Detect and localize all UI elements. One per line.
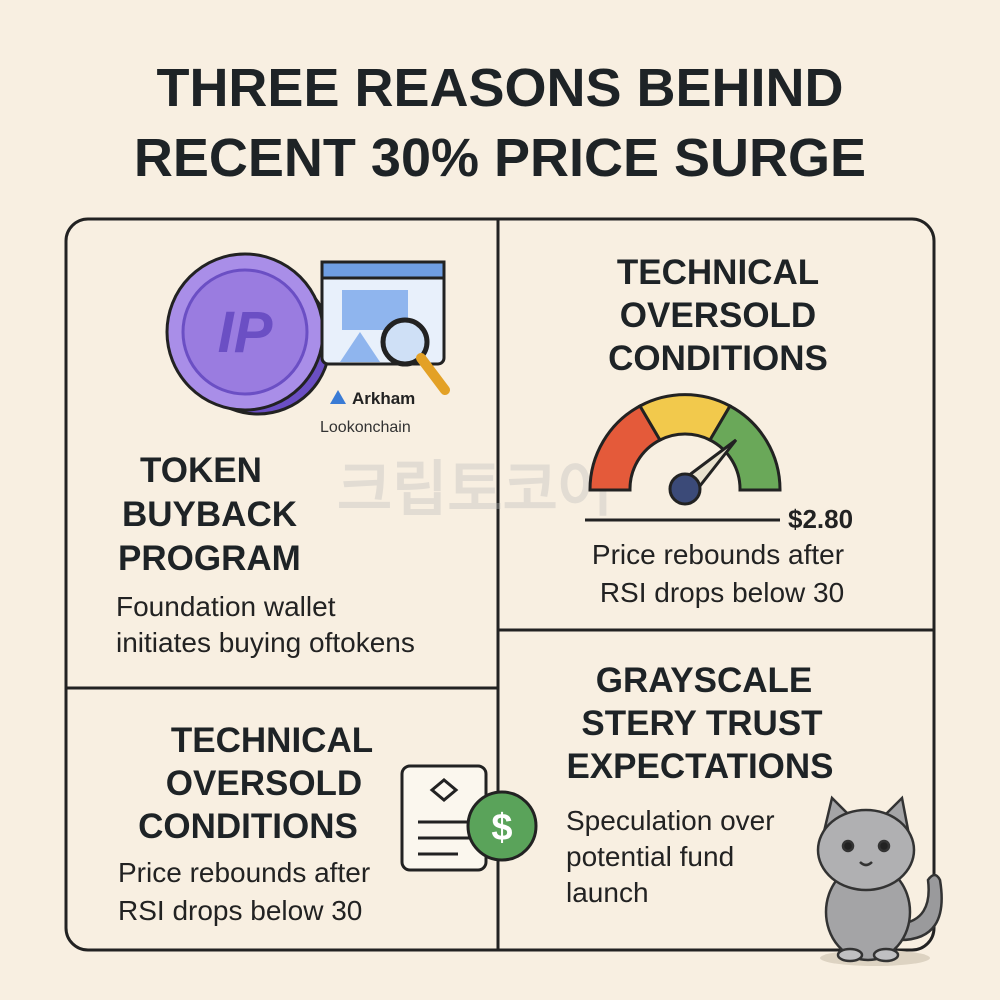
cat <box>816 795 943 966</box>
brand-label: Arkham <box>352 389 415 408</box>
brand-logo <box>330 390 346 404</box>
heading-line: TECHNICAL <box>617 253 819 292</box>
coin-label: IP <box>218 300 273 365</box>
body-line: Price rebounds after <box>592 539 844 570</box>
heading-line: STERY TRUST <box>581 704 822 743</box>
dollar-sign: $ <box>491 807 512 849</box>
body-line: Foundation wallet <box>116 591 336 622</box>
source-label: Lookonchain <box>320 419 411 436</box>
body-line: Price rebounds after <box>118 857 370 888</box>
heading-line: CONDITIONS <box>608 339 828 378</box>
gauge <box>588 393 782 506</box>
heading-line: BUYBACK <box>122 495 297 534</box>
frame <box>64 217 936 952</box>
title-line: RECENT 30% PRICE SURGE <box>134 128 866 188</box>
heading-line: CONDITIONS <box>138 807 358 846</box>
heading-line: TOKEN <box>140 451 262 490</box>
heading-line: OVERSOLD <box>166 764 362 803</box>
heading-line: PROGRAM <box>118 539 301 578</box>
body-line: Speculation over <box>566 805 775 836</box>
body-line: RSI drops below 30 <box>600 577 844 608</box>
heading-line: GRAYSCALE <box>596 661 813 700</box>
watermark: 크립토코어 <box>337 456 613 523</box>
document-icon: $ <box>400 764 538 872</box>
heading-line: EXPECTATIONS <box>566 747 833 786</box>
body-line: launch <box>566 877 649 908</box>
body-line: potential fund <box>566 841 734 872</box>
browser-icon <box>320 260 450 395</box>
heading-line: TECHNICAL <box>171 721 373 760</box>
body-line: initiates buying oftokens <box>116 627 415 658</box>
body-line: RSI drops below 30 <box>118 895 362 926</box>
price-label: $2.80 <box>788 504 853 534</box>
heading-line: OVERSOLD <box>620 296 816 335</box>
title-line: THREE REASONS BEHIND <box>156 58 843 118</box>
